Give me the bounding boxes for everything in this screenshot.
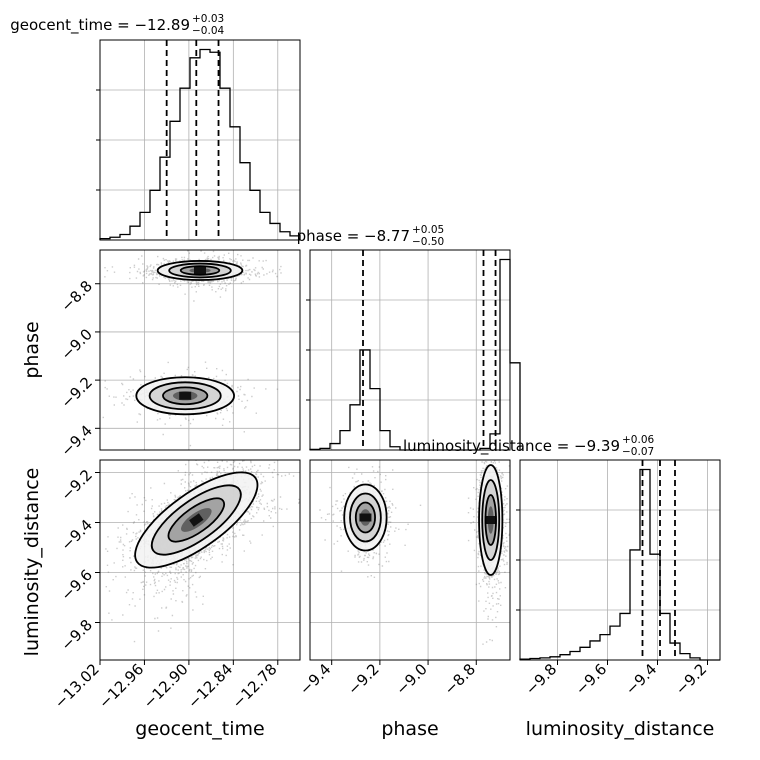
2d-panel-luminosity_distance_vs_phase — [309, 459, 511, 661]
panels-group — [96, 39, 721, 661]
ytick-label-phase: −9.2 — [58, 373, 96, 411]
contour-line — [478, 464, 504, 576]
contour-line — [179, 265, 221, 276]
xtick-label-luminosity_distance: −9.4 — [622, 660, 660, 698]
title-phase: phase = −8.77 +0.05−0.50 — [297, 224, 445, 248]
density-peak — [179, 391, 192, 400]
panel-frame — [99, 459, 301, 661]
title-minus: −0.07 — [622, 446, 654, 458]
scatter-points — [105, 460, 300, 643]
hist-panel-geocent_time — [96, 39, 301, 241]
xtick-label-luminosity_distance: −9.2 — [672, 660, 710, 698]
ytick-label-luminosity_distance: −9.8 — [58, 616, 96, 654]
panel-frame — [309, 459, 511, 661]
title-geocent_time: geocent_time = −12.89 +0.03−0.04 — [10, 13, 224, 37]
panel-frame — [309, 249, 511, 451]
xtick-label-phase: −9.4 — [296, 660, 334, 698]
title-text: luminosity_distance = −9.39 — [403, 437, 620, 456]
contour-line — [148, 381, 222, 411]
ytick-label-luminosity_distance: −9.6 — [58, 566, 96, 604]
xtick-label-phase: −8.8 — [441, 660, 479, 698]
contour-line — [167, 497, 226, 543]
contour-line — [343, 483, 388, 552]
axis-labels-group: geocent_time phase luminosity_distancephas… — [21, 321, 714, 740]
xtick-label-phase: −9.2 — [344, 660, 382, 698]
contour-line — [135, 376, 235, 416]
contour-line — [481, 479, 501, 561]
hist-step-luminosity_distance — [519, 468, 720, 661]
density-peak — [484, 516, 497, 524]
ytick-label-phase: −9.4 — [58, 422, 96, 460]
contour-line — [156, 260, 244, 281]
hist-panel-phase — [306, 249, 521, 451]
scatter-layer — [102, 250, 300, 447]
panel-frame — [99, 39, 301, 241]
xtick-label-luminosity_distance: −9.8 — [522, 660, 560, 698]
xtick-label-geocent_time: −12.78 — [229, 660, 281, 712]
xlabel-phase: phase — [381, 718, 438, 740]
title-plus: +0.03 — [192, 13, 224, 25]
contour-line — [168, 262, 232, 279]
xtick-label-geocent_time: −12.90 — [140, 660, 192, 712]
xtick-label-geocent_time: −13.02 — [51, 660, 103, 712]
hist-step-geocent_time — [99, 48, 301, 240]
contour-line — [134, 471, 259, 569]
title-luminosity_distance: luminosity_distance = −9.39 +0.06−0.07 — [403, 434, 655, 458]
density-peak — [359, 513, 372, 522]
contour-line — [162, 386, 209, 406]
title-minus: −0.04 — [192, 25, 224, 37]
scatter-layer — [319, 460, 510, 645]
contour-line — [150, 484, 242, 556]
ytick-label-phase: −8.8 — [58, 277, 96, 315]
xtick-label-geocent_time: −12.96 — [95, 660, 147, 712]
2d-panel-luminosity_distance_vs_geocent_time — [99, 459, 301, 661]
xlabel-luminosity_distance: luminosity_distance — [526, 718, 715, 740]
ytick-label-luminosity_distance: −9.2 — [58, 466, 96, 504]
title-text: geocent_time = −12.89 — [10, 16, 190, 35]
contour-line — [484, 494, 497, 546]
2d-panel-phase_vs_geocent_time — [99, 249, 301, 451]
panel-frame — [99, 249, 301, 451]
density-peak — [189, 513, 204, 527]
ylabel-phase: phase — [21, 321, 43, 378]
panel-frame — [519, 459, 721, 661]
xtick-label-geocent_time: −12.84 — [184, 660, 236, 712]
title-plus: +0.05 — [412, 224, 444, 236]
title-text: phase = −8.77 — [297, 227, 410, 245]
ytick-label-phase: −9.0 — [58, 325, 96, 363]
title-minus: −0.50 — [412, 236, 444, 248]
hist-step-phase — [309, 258, 521, 451]
xtick-label-phase: −9.0 — [392, 660, 430, 698]
contour-line — [349, 492, 382, 543]
contour-line — [354, 501, 376, 534]
ytick-label-luminosity_distance: −9.4 — [58, 516, 96, 554]
scatter-layer — [105, 460, 300, 643]
hist-panel-luminosity_distance — [516, 459, 721, 661]
titles-group: geocent_time = −12.89 +0.03−0.04 phase = −… — [10, 13, 654, 458]
ylabel-luminosity_distance: luminosity_distance — [21, 468, 43, 657]
xlabel-geocent_time: geocent_time — [135, 718, 264, 740]
xtick-label-luminosity_distance: −9.6 — [572, 660, 610, 698]
density-peak — [194, 266, 206, 275]
title-plus: +0.06 — [622, 434, 654, 446]
